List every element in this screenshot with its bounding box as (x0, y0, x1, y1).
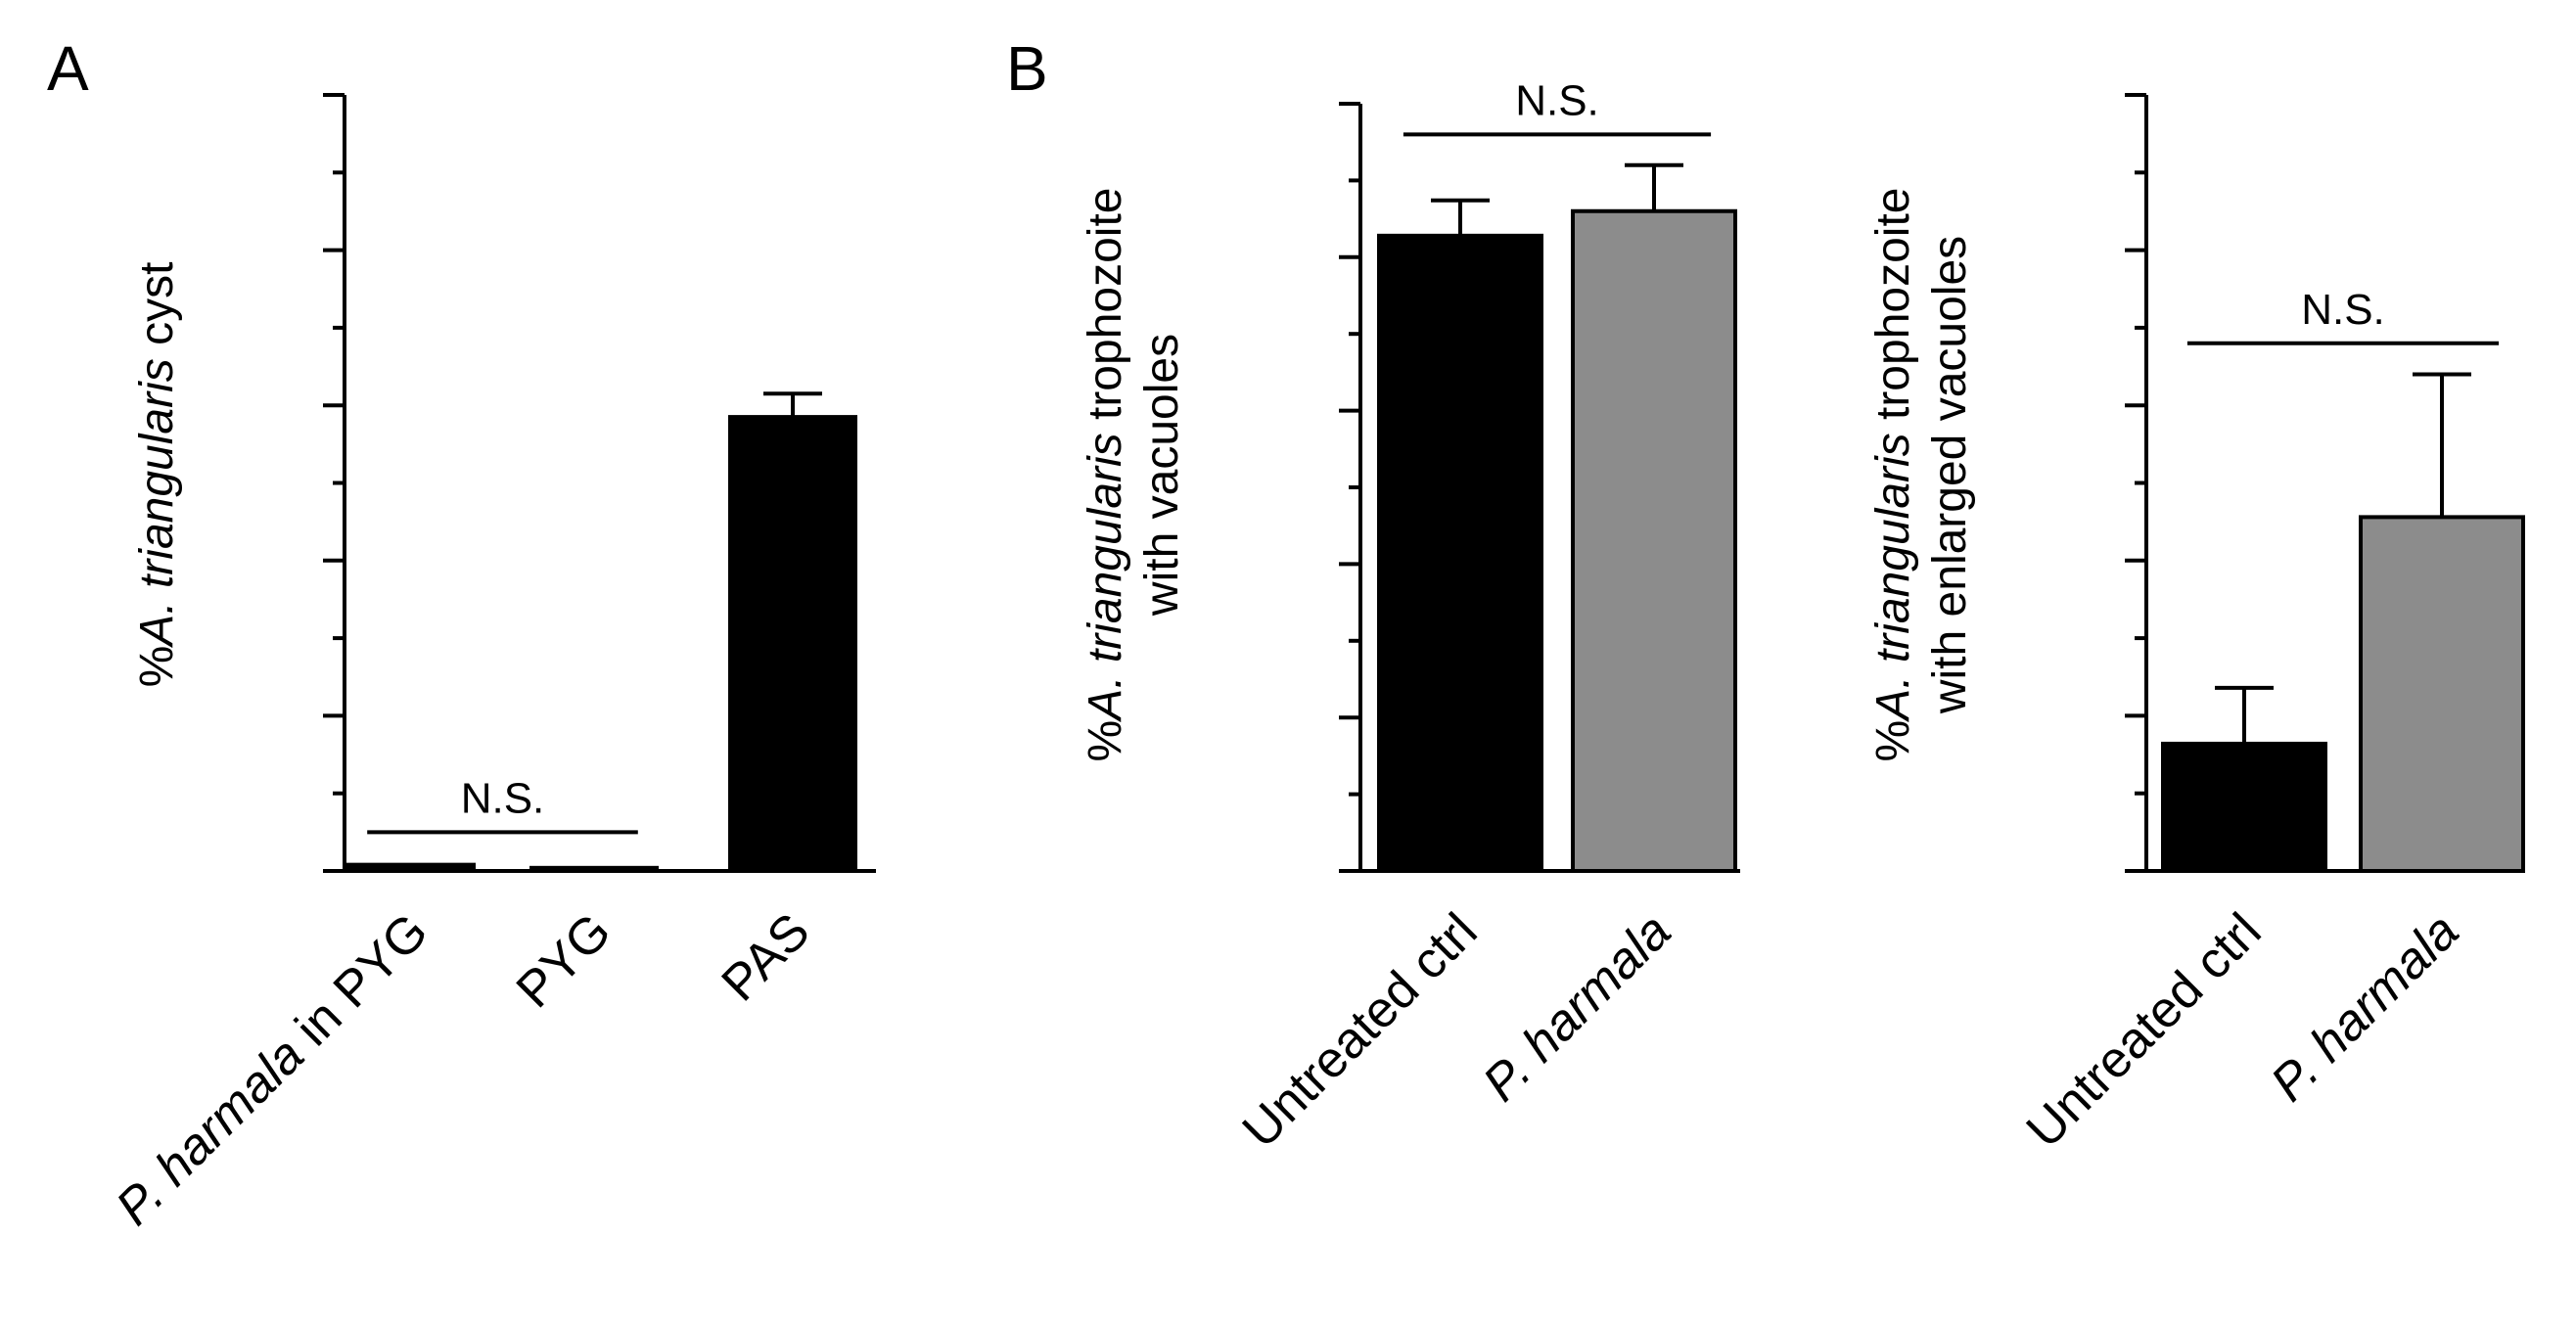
bar (529, 865, 659, 874)
x-category-label: Untreated ctrl (2016, 902, 2273, 1159)
chart-panel-b-enlarged-vacuoles: %A. triangularis trophozoite with enlarg… (1867, 93, 2525, 1159)
x-category-label: P. harmala (2260, 902, 2469, 1112)
x-category-label: PYG (506, 902, 622, 1019)
x-category-label: P. harmala in PYG (106, 902, 439, 1236)
x-category-label-italic: P. harmala (1472, 902, 1681, 1112)
x-category-label-text: in PYG (275, 902, 439, 1067)
y-axis-label-b-enlarged: %A. triangularis trophozoite (1867, 188, 1919, 762)
significance-label: N.S. (1515, 76, 1599, 124)
bar (2359, 515, 2525, 874)
bar (1377, 233, 1543, 873)
bar (728, 415, 857, 873)
bar (346, 862, 476, 874)
x-category-label-text: PAS (712, 902, 821, 1012)
bar (2161, 741, 2327, 873)
chart-panel-b-vacuoles: B %A. triangularis trophozoite with vacu… (1006, 33, 1740, 1159)
y-axis-label-b-enlarged-line2: with enlarged vacuoles (1924, 236, 1976, 714)
significance-label: N.S. (2301, 286, 2385, 334)
x-category-label: Untreated ctrl (1232, 902, 1489, 1159)
x-category-label: PAS (712, 902, 821, 1012)
x-category-label-text: Untreated ctrl (1232, 902, 1489, 1159)
significance-label: N.S. (461, 774, 545, 822)
chart-panel-a: A %A. triangularis cyst P. harmala in PY… (47, 33, 876, 1236)
x-category-label-text: PYG (506, 902, 622, 1019)
x-category-label-italic: P. harmala (2260, 902, 2469, 1112)
panel-letter-b: B (1006, 33, 1048, 104)
y-axis-label-b-vacuoles-line2: with vacuoles (1136, 334, 1188, 617)
panel-letter-a: A (47, 33, 89, 104)
x-category-label: P. harmala (1472, 902, 1681, 1112)
y-axis-label-b-vacuoles: %A. triangularis trophozoite (1080, 188, 1131, 762)
x-category-label-text: Untreated ctrl (2016, 902, 2273, 1159)
x-category-label-italic: P. harmala (106, 1027, 315, 1236)
y-axis-label-a: %A. triangularis cyst (131, 262, 183, 688)
bar (1571, 208, 1737, 873)
